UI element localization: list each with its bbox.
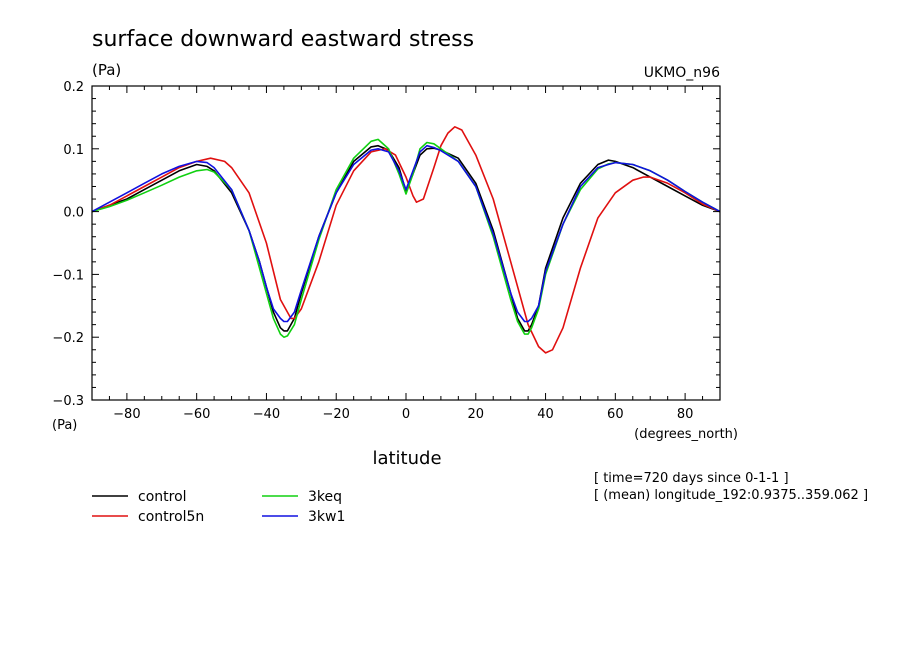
x-tick-label: −40 <box>253 407 280 422</box>
x-units: (degrees_north) <box>634 427 738 442</box>
chart-title: surface downward eastward stress <box>92 27 474 52</box>
x-tick-label: 40 <box>537 407 554 422</box>
x-tick-label: 0 <box>402 407 410 422</box>
y-tick-label: −0.1 <box>52 268 84 283</box>
x-tick-label: −20 <box>323 407 350 422</box>
y-tick-label: 0.0 <box>63 206 84 221</box>
series-line-control5n <box>91 126 721 354</box>
series-line-3kw1 <box>91 144 721 323</box>
y-tick-label: −0.3 <box>52 394 84 409</box>
y-tick-label: −0.2 <box>52 331 84 346</box>
info-line-1: [ time=720 days since 0-1-1 ] <box>594 471 789 486</box>
y-tick-label: 0.2 <box>63 80 84 95</box>
legend-label-3kw1: 3kw1 <box>308 509 345 525</box>
info-line-2: [ (mean) longitude_192:0.9375..359.062 ] <box>594 488 868 503</box>
x-tick-label: 80 <box>677 407 694 422</box>
units-top: (Pa) <box>92 61 121 79</box>
series-line-control <box>91 144 721 332</box>
units-left: (Pa) <box>52 418 77 433</box>
x-tick-label: 60 <box>607 407 624 422</box>
x-tick-label: −80 <box>113 407 140 422</box>
legend-label-control5n: control5n <box>138 509 204 525</box>
x-tick-label: −60 <box>183 407 210 422</box>
series-line-3keq <box>91 138 721 339</box>
y-tick-label: 0.1 <box>63 143 84 158</box>
plot-frame <box>91 85 721 401</box>
x-axis-label: latitude <box>372 448 441 469</box>
x-tick-label: 20 <box>468 407 485 422</box>
model-label: UKMO_n96 <box>644 65 720 81</box>
legend-label-3keq: 3keq <box>308 489 342 505</box>
legend-label-control: control <box>138 489 187 505</box>
